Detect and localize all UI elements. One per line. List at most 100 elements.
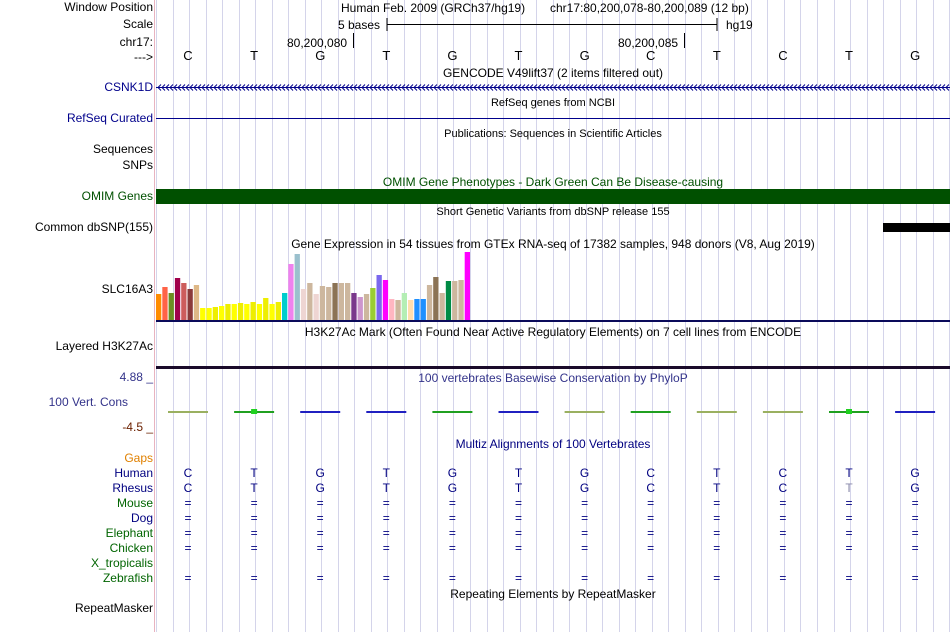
grid-line	[800, 0, 801, 632]
strand-chevron	[789, 84, 794, 91]
aligned-match: =	[911, 511, 919, 525]
multiz-species-label[interactable]: Human	[114, 466, 153, 480]
aligned-match: =	[845, 496, 853, 510]
strand-chevron	[173, 84, 178, 91]
refseq-gene-line[interactable]	[156, 118, 950, 119]
aligned-match: =	[448, 541, 456, 555]
strand-chevron	[257, 84, 262, 91]
strand-chevron	[597, 84, 602, 91]
aligned-base: C	[646, 466, 656, 480]
aligned-match: =	[184, 526, 192, 540]
strand-chevron	[165, 84, 170, 91]
dbsnp-track-label[interactable]: Common dbSNP(155)	[34, 220, 153, 234]
multiz-species-label[interactable]: X_tropicalis	[90, 556, 153, 570]
strand-chevron	[365, 84, 370, 91]
aligned-match: =	[250, 541, 258, 555]
h3k27ac-track-label[interactable]: Layered H3K27Ac	[55, 339, 153, 353]
strand-chevron	[545, 84, 550, 91]
strand-chevron	[781, 84, 786, 91]
base-letter: C	[183, 48, 193, 63]
strand-chevron	[369, 84, 374, 91]
aligned-match: =	[779, 541, 787, 555]
multiz-species-label[interactable]: Chicken	[109, 541, 153, 555]
csnk1d-gene-label[interactable]: CSNK1D	[104, 80, 153, 94]
window-position-label: Window Position	[64, 0, 153, 14]
cons-track-label[interactable]: 100 Vert. Cons	[48, 395, 128, 409]
repeatmasker-track-label[interactable]: RepeatMasker	[74, 601, 153, 615]
gtex-expression-bars[interactable]	[156, 252, 950, 322]
multiz-species-label[interactable]: Zebrafish	[102, 571, 153, 585]
grid-line	[338, 0, 339, 632]
strand-chevron	[305, 84, 310, 91]
aligned-match: =	[316, 541, 324, 555]
gtex-tissue-bar	[426, 285, 433, 320]
phylop-track-title: 100 vertebrates Basewise Conservation by…	[418, 371, 688, 385]
gencode-track-title: GENCODE V49lift37 (2 items filtered out)	[442, 66, 664, 80]
omim-track-label[interactable]: OMIM Genes	[81, 189, 153, 203]
multiz-species-label[interactable]: Mouse	[116, 496, 153, 510]
strand-chevron	[453, 84, 458, 91]
strand-chevron	[301, 84, 306, 91]
strand-chevron	[617, 84, 622, 91]
gtex-tissue-bar	[464, 252, 470, 320]
strand-chevron	[725, 84, 730, 91]
strand-chevron	[397, 84, 402, 91]
strand-chevron	[221, 84, 226, 91]
omim-gene-bar[interactable]	[156, 189, 950, 204]
gtex-tissue-bar	[300, 289, 307, 320]
strand-chevron	[689, 84, 694, 91]
strand-chevron	[277, 84, 282, 91]
aligned-match: =	[581, 526, 589, 540]
grid-line	[520, 0, 521, 632]
gtex-tissue-bar	[156, 294, 162, 320]
multiz-species-label[interactable]: Dog	[130, 511, 153, 525]
strand-chevron	[341, 84, 346, 91]
aligned-match: =	[647, 526, 655, 540]
grid-line	[767, 0, 768, 632]
strand-chevron	[837, 84, 842, 91]
strand-chevron	[529, 84, 534, 91]
strand-chevron	[233, 84, 238, 91]
grid-line	[487, 0, 488, 632]
aligned-match: =	[911, 541, 919, 555]
strand-chevron	[629, 84, 634, 91]
strand-chevron	[613, 84, 618, 91]
gtex-tissue-bar	[376, 275, 382, 320]
aligned-match: =	[448, 511, 456, 525]
strand-chevron	[741, 84, 746, 91]
csnk1d-gene-feature[interactable]	[156, 81, 950, 95]
strand-chevron	[317, 84, 322, 91]
strand-chevron	[901, 84, 906, 91]
slc16a3-gene-label[interactable]: SLC16A3	[101, 282, 153, 296]
phylop-signal[interactable]	[156, 404, 950, 420]
strand-chevron	[321, 84, 326, 91]
gtex-tissue-bar	[168, 293, 174, 320]
strand-chevron	[593, 84, 598, 91]
gaps-label[interactable]: Gaps	[124, 451, 153, 465]
aligned-base: G	[315, 481, 325, 495]
snps-track-label[interactable]: SNPs	[122, 158, 153, 172]
aligned-base: G	[447, 466, 458, 480]
sequences-track-label[interactable]: Sequences	[92, 142, 153, 156]
aligned-match: =	[713, 496, 721, 510]
h3k27ac-signal-line[interactable]	[156, 366, 950, 369]
aligned-match: =	[250, 571, 258, 585]
strand-chevron	[701, 84, 706, 91]
multiz-species-label[interactable]: Rhesus	[112, 481, 153, 495]
multiz-species-label[interactable]: Elephant	[105, 526, 153, 540]
grid-line	[834, 0, 835, 632]
refseq-track-label[interactable]: RefSeq Curated	[66, 111, 153, 125]
dbsnp-variant-bar[interactable]	[883, 223, 950, 232]
strand-chevron	[425, 84, 430, 91]
aligned-match: =	[647, 541, 655, 555]
label-divider	[154, 0, 155, 632]
strand-chevron	[945, 84, 950, 91]
aligned-match: =	[845, 541, 853, 555]
strand-chevron	[209, 84, 214, 91]
grid-line	[900, 0, 901, 632]
strand-chevron	[653, 84, 658, 91]
base-letter: G	[579, 48, 590, 63]
strand-chevron	[637, 84, 642, 91]
strand-chevron	[573, 84, 578, 91]
